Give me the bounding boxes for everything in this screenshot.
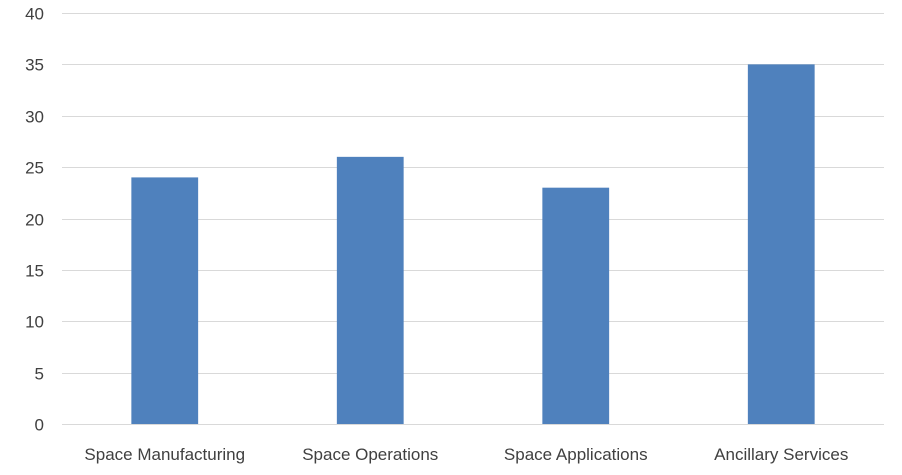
- y-tick-label: 25: [25, 159, 44, 178]
- x-tick-label: Space Operations: [302, 445, 438, 464]
- gridlines: [62, 13, 884, 425]
- x-tick-label: Space Applications: [504, 445, 648, 464]
- y-tick-label: 5: [35, 365, 44, 384]
- y-tick-label: 40: [25, 5, 44, 24]
- y-tick-label: 35: [25, 56, 44, 75]
- y-tick-label: 15: [25, 262, 44, 281]
- bar-space-operations: [336, 156, 404, 424]
- y-tick-label: 20: [25, 211, 44, 230]
- bars: [131, 64, 815, 424]
- bar-space-applications: [542, 187, 610, 424]
- y-tick-label: 0: [35, 416, 44, 435]
- y-axis-tick-labels: 0 5 10 15 20 25 30 35 40: [25, 5, 44, 435]
- bar-ancillary-services: [747, 64, 815, 424]
- x-tick-label: Ancillary Services: [714, 445, 848, 464]
- y-tick-label: 30: [25, 108, 44, 127]
- x-axis-category-labels: Space Manufacturing Space Operations Space…: [84, 445, 848, 464]
- y-tick-label: 10: [25, 313, 44, 332]
- x-tick-label: Space Manufacturing: [84, 445, 245, 464]
- bar-space-manufacturing: [131, 177, 199, 424]
